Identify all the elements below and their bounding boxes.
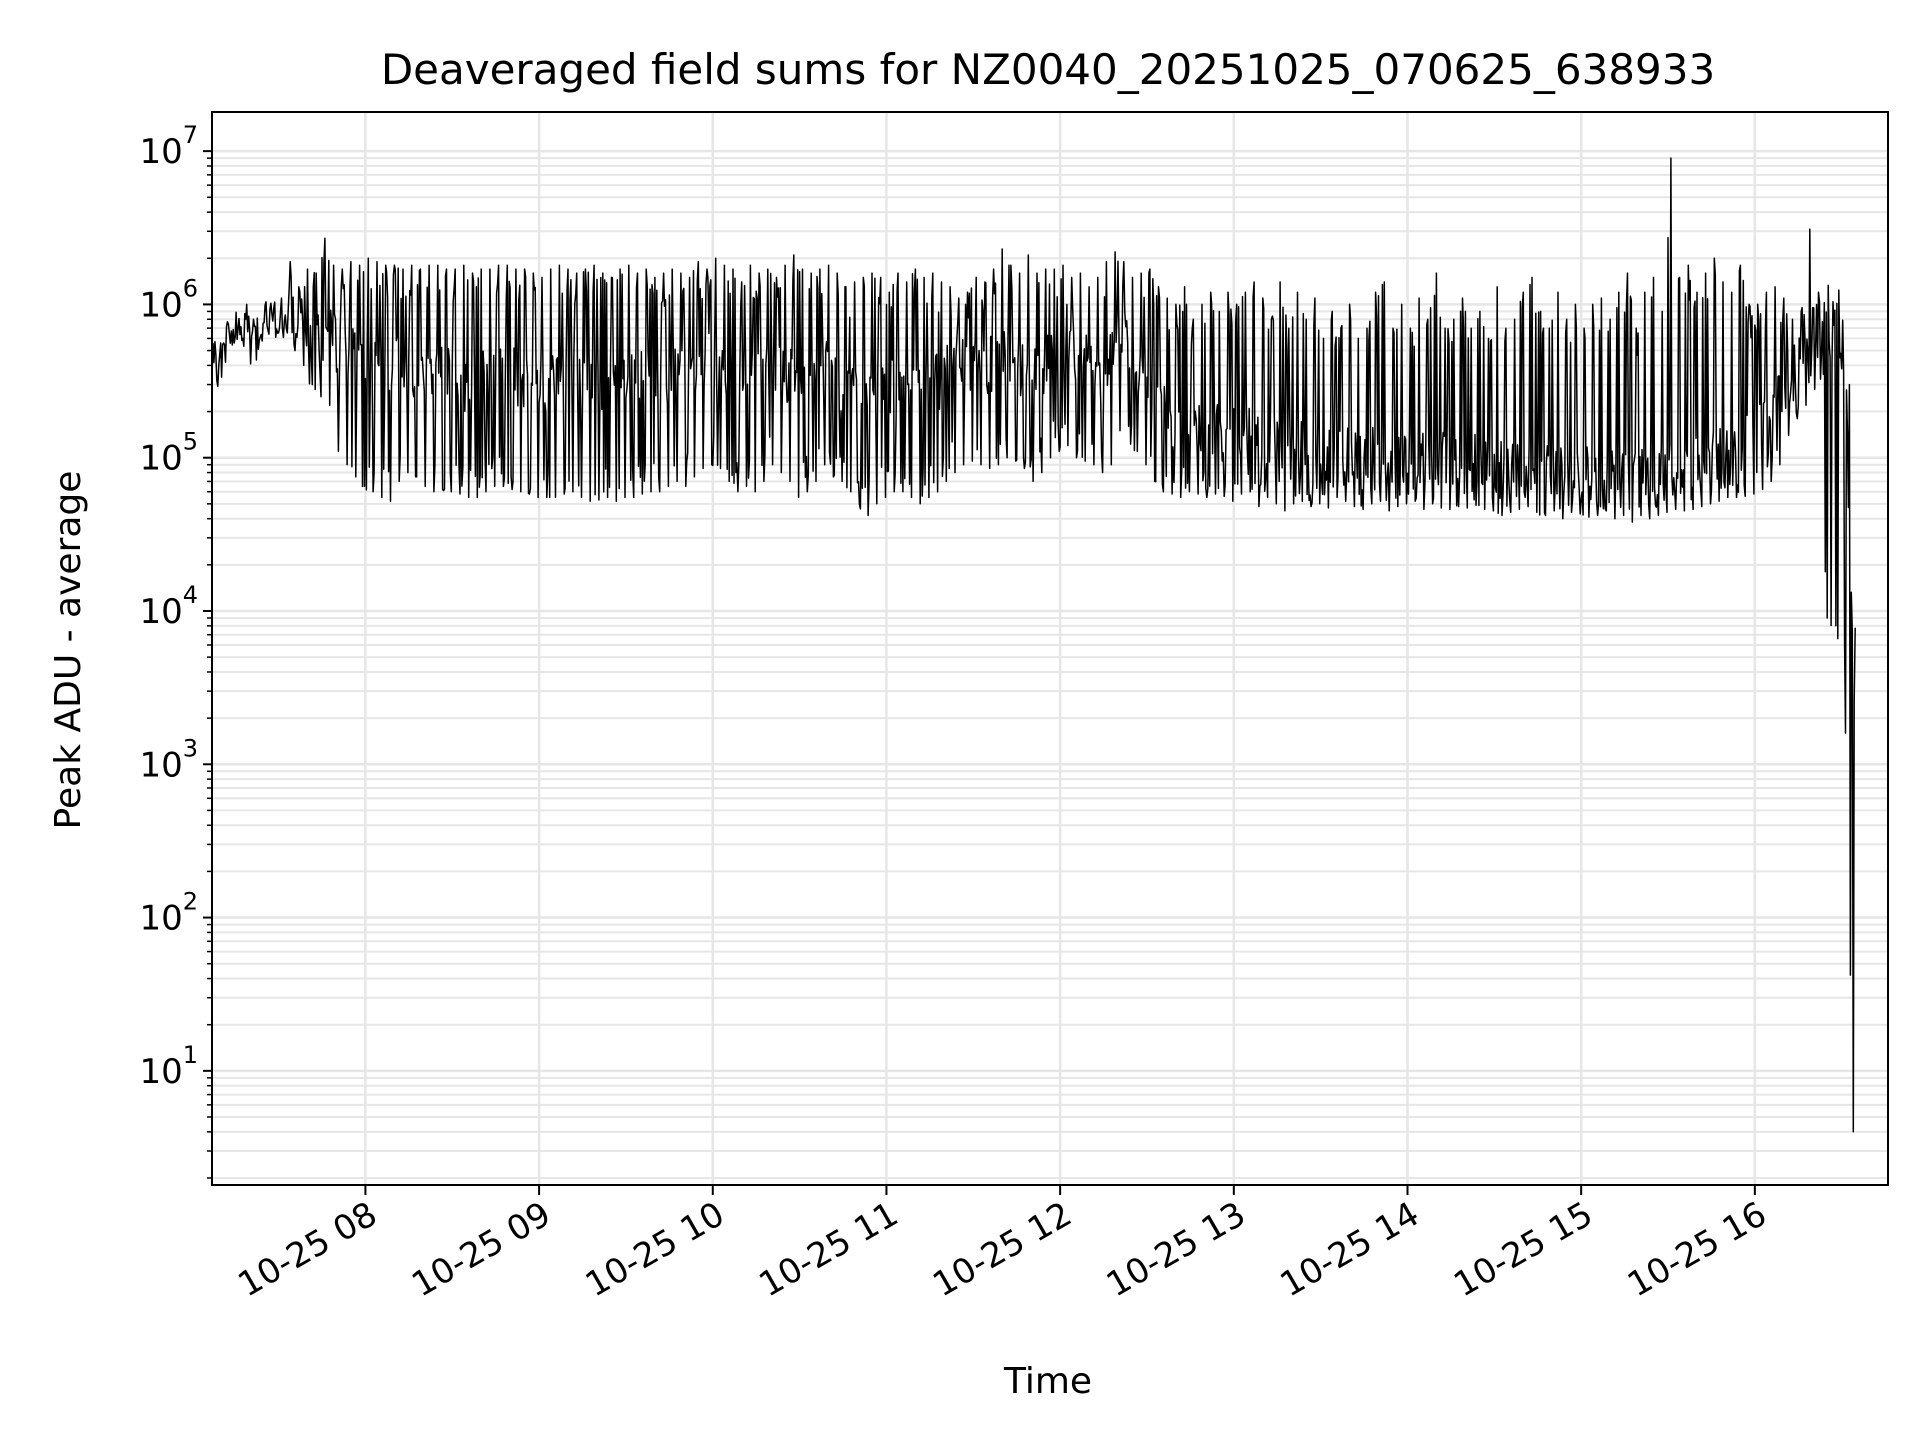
- series-line: [211, 157, 1856, 1133]
- plot-area: [211, 111, 1889, 1186]
- plot-frame: [211, 111, 1889, 1186]
- major-gridlines: [212, 112, 1888, 1185]
- y-axis-label: Peak ADU - average: [48, 471, 89, 830]
- chart-title: Deaveraged field sums for NZ0040_2025102…: [381, 45, 1715, 94]
- x-axis-label: Time: [1003, 1361, 1092, 1402]
